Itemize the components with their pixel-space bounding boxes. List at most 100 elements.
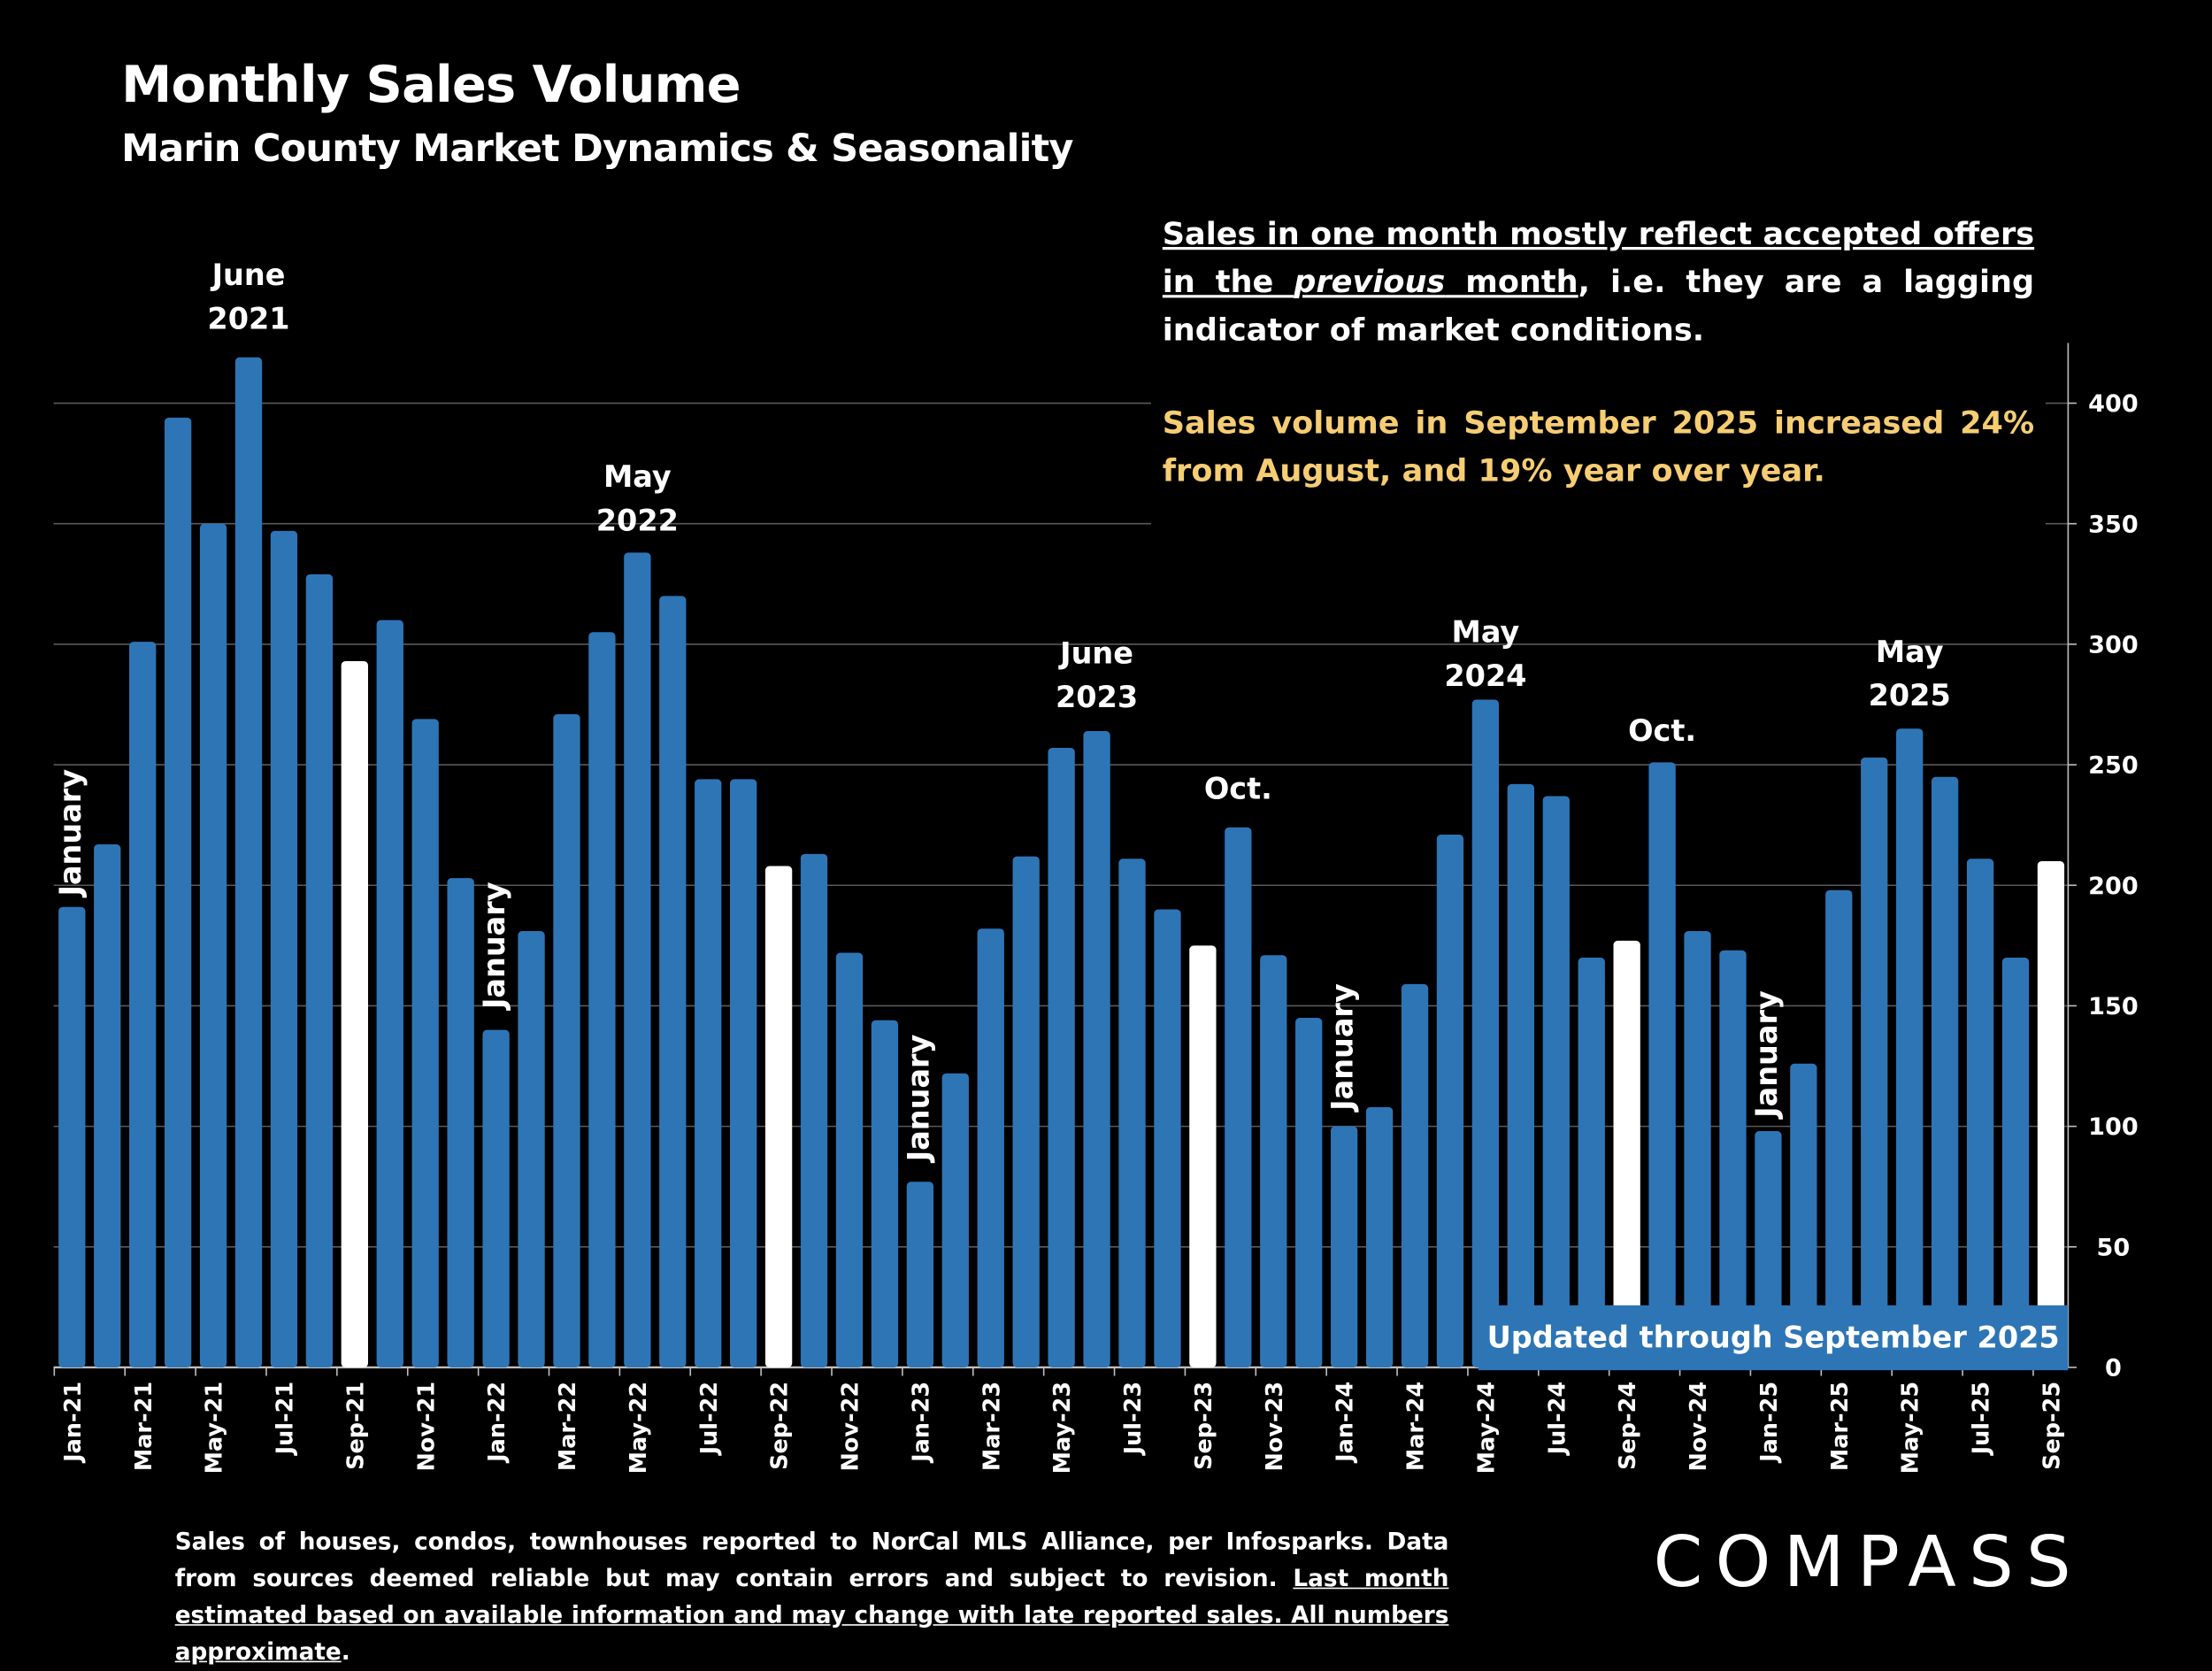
bar [695, 779, 722, 1367]
x-tick-label: May-22 [626, 1382, 652, 1475]
x-tick-label: Nov-21 [413, 1382, 440, 1472]
bar [1931, 776, 1959, 1367]
note-highlight: Sales volume in September 2025 increased… [1162, 406, 2035, 490]
y-tick-label: 350 [2088, 511, 2139, 538]
x-tick-label: Sep-24 [1615, 1382, 1641, 1470]
bar [906, 1182, 934, 1367]
y-tick-label: 100 [2088, 1113, 2139, 1141]
bar [376, 620, 403, 1367]
bar [871, 1020, 899, 1367]
note-text: month [1445, 265, 1578, 301]
bar [1684, 931, 1711, 1367]
x-tick-label: May-24 [1473, 1382, 1500, 1475]
bar [1719, 950, 1747, 1367]
annotation: Oct. [1204, 771, 1272, 805]
x-tick-label: Mar-24 [1403, 1382, 1430, 1471]
bar [58, 906, 86, 1367]
note-text: Sales in one month mostly reflect accept… [1162, 217, 2035, 301]
annotation: 2022 [596, 503, 679, 537]
annotation: May [603, 459, 672, 494]
bar [624, 552, 651, 1367]
note-text: , i.e. they are a lagging indicator of m… [1162, 265, 2035, 349]
bar [1790, 1063, 1817, 1367]
x-tick-label: Jan-22 [484, 1382, 511, 1464]
bar [518, 931, 545, 1367]
bar [1966, 859, 1994, 1367]
x-tick-label: Jan-25 [1756, 1382, 1783, 1464]
bar [1578, 957, 1605, 1367]
bar [2037, 861, 2065, 1367]
annotation: June [1058, 635, 1133, 670]
bar [835, 952, 864, 1367]
bar [341, 660, 368, 1367]
bar [764, 866, 793, 1367]
y-tick-label: 150 [2088, 993, 2139, 1020]
bar [1542, 796, 1570, 1367]
x-tick-label: May-25 [1898, 1382, 1924, 1475]
bar [659, 596, 687, 1367]
y-tick-label: 300 [2088, 631, 2139, 658]
x-tick-label: Jul-23 [1120, 1382, 1147, 1456]
bar [1260, 955, 1287, 1367]
note-paragraph: Sales in one month mostly reflect accept… [1163, 212, 2034, 356]
bar [941, 1073, 969, 1367]
bar [1189, 945, 1217, 1367]
bar [2001, 957, 2030, 1367]
bar [447, 878, 474, 1367]
bar [1330, 1126, 1358, 1367]
bar [1012, 856, 1040, 1367]
x-tick-label: Jul-22 [696, 1382, 723, 1456]
bar [1825, 889, 1853, 1367]
bar [730, 779, 757, 1367]
annotation: January [53, 769, 88, 898]
bar [1365, 1106, 1394, 1367]
annotation: 2025 [1869, 678, 1951, 712]
x-tick-label: Mar-23 [979, 1382, 1005, 1471]
footnote-text: Sales of houses, condos, townhouses repo… [174, 1528, 1449, 1592]
bar [1861, 757, 1888, 1367]
logo: COMPASS [1653, 1521, 2085, 1604]
bar [270, 530, 298, 1367]
bar [234, 357, 263, 1367]
bar [164, 417, 192, 1367]
x-tick-label: Nov-23 [1262, 1382, 1288, 1472]
annotation: May [1876, 635, 1944, 669]
x-tick-label: May-23 [1049, 1382, 1076, 1475]
y-tick-label: 400 [2088, 390, 2139, 418]
bar [1613, 940, 1640, 1367]
annotation: 2023 [1056, 680, 1138, 714]
bar [1083, 730, 1110, 1367]
annotation: January [1749, 990, 1784, 1120]
bar [800, 853, 828, 1367]
x-tick-label: Jan-24 [1333, 1382, 1359, 1464]
footnote-text: Last month estimated based on available … [174, 1565, 1449, 1666]
x-tick-label: Sep-21 [342, 1382, 369, 1470]
x-tick-label: Mar-25 [1827, 1382, 1854, 1471]
bar [588, 632, 616, 1367]
annotation: January [901, 1034, 935, 1163]
annotation: January [1325, 983, 1360, 1113]
x-tick-label: Jul-24 [1544, 1382, 1571, 1456]
annotation: May [1452, 614, 1520, 649]
bar [977, 928, 1004, 1367]
bar [1471, 699, 1500, 1367]
bar [1225, 827, 1252, 1367]
bar [305, 574, 334, 1367]
y-tick-label: 0 [2105, 1355, 2122, 1382]
x-tick-label: Jan-21 [60, 1382, 87, 1464]
annotation: January [477, 882, 511, 1011]
bar [1648, 762, 1676, 1367]
chart-title: Monthly Sales Volume [121, 56, 741, 115]
bar [1048, 748, 1075, 1367]
x-tick-label: Mar-22 [555, 1382, 581, 1471]
bar [94, 843, 121, 1367]
x-tick-label: Jul-25 [1969, 1382, 1995, 1456]
bar [1154, 909, 1181, 1367]
bar [129, 642, 157, 1367]
y-tick-label: 200 [2088, 873, 2139, 900]
note-text: previous [1294, 265, 1446, 301]
y-tick-label: 250 [2088, 752, 2139, 780]
x-tick-label: Nov-24 [1686, 1382, 1712, 1472]
